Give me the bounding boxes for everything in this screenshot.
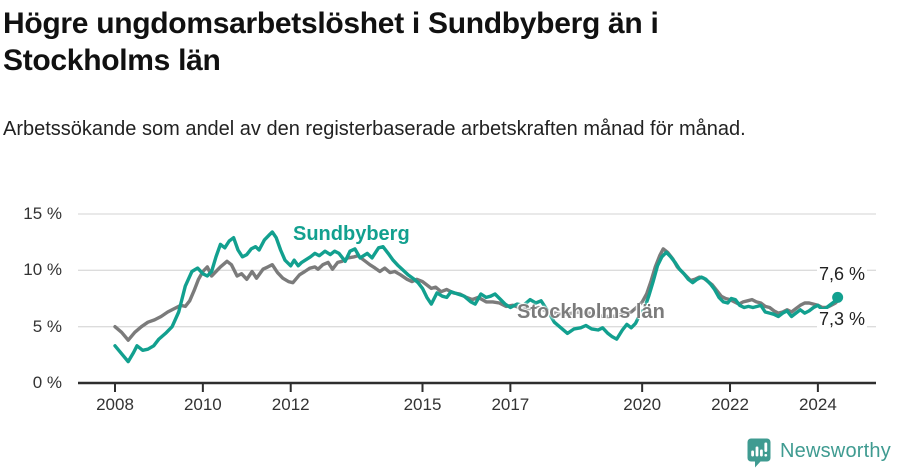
y-tick-label: 10 % bbox=[23, 260, 62, 280]
x-tick-label: 2020 bbox=[623, 395, 662, 414]
newsworthy-wordmark: Newsworthy bbox=[780, 440, 891, 462]
chart-subtitle: Arbetssökande som andel av den registerb… bbox=[3, 118, 746, 140]
x-tick-label: 2015 bbox=[403, 395, 442, 414]
x-tick-label: 2024 bbox=[798, 395, 837, 414]
x-tick-label: 2010 bbox=[183, 395, 222, 414]
x-tick-label: 2017 bbox=[491, 395, 530, 414]
newsworthy-logo[interactable]: Newsworthy bbox=[747, 438, 891, 468]
series-line-sundbyberg bbox=[113, 230, 840, 364]
y-tick-label: 15 % bbox=[23, 203, 62, 223]
end-value-stockholms-lan: 7,3 % bbox=[817, 309, 868, 330]
end-value-sundbyberg: 7,6 % bbox=[817, 264, 868, 285]
x-tick-label: 2008 bbox=[96, 395, 134, 414]
x-tick-label: 2022 bbox=[711, 395, 749, 414]
page-title: Högre ungdomsarbetslöshet i Sundbyberg ä… bbox=[3, 7, 659, 77]
newsworthy-bubble-chart-icon bbox=[747, 438, 771, 468]
series-label-stockholms-lan: Stockholms län bbox=[517, 301, 665, 323]
x-tick-label: 2012 bbox=[271, 395, 310, 414]
y-tick-label: 0 % bbox=[32, 373, 62, 392]
series-end-dot bbox=[832, 291, 844, 303]
series-label-sundbyberg: Sundbyberg bbox=[293, 223, 410, 245]
y-tick-label: 5 % bbox=[32, 316, 62, 336]
